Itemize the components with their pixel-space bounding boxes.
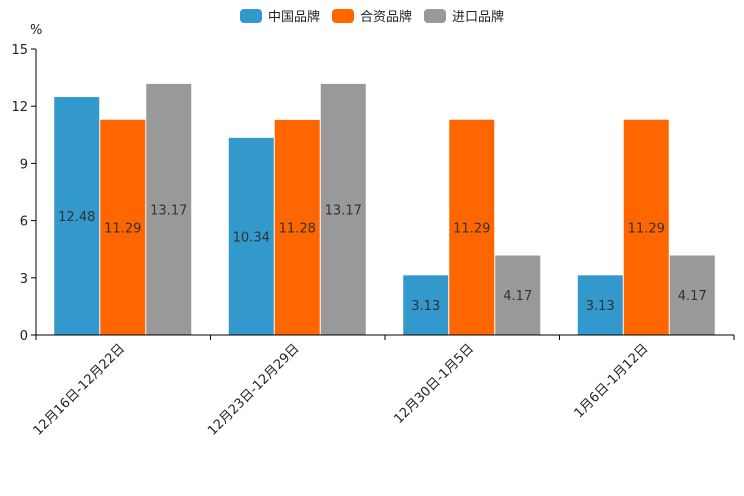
- bar-value-label: 11.29: [628, 221, 665, 236]
- y-tick-label: 12: [11, 100, 28, 115]
- legend-swatch: [332, 9, 354, 23]
- bar: [449, 119, 495, 335]
- bar: [403, 275, 449, 335]
- x-tick-label: 12月16日-12月22日: [31, 341, 128, 438]
- bar: [100, 119, 146, 335]
- y-axis-unit-label: %: [30, 23, 42, 38]
- x-tick-label: 12月23日-12月29日: [205, 341, 302, 438]
- bar-value-label: 13.17: [150, 203, 187, 218]
- bar: [669, 255, 715, 335]
- bar-value-label: 3.13: [411, 299, 440, 314]
- bar-value-label: 11.29: [104, 221, 141, 236]
- x-axis: 12月16日-12月22日 12月23日-12月29日 12月30日-1月5日 1月6…: [31, 334, 735, 439]
- bar-value-label: 13.17: [325, 203, 362, 218]
- legend-label: 合资品牌: [360, 9, 412, 25]
- legend-label: 中国品牌: [268, 9, 320, 25]
- bar-value-label: 12.48: [58, 210, 95, 225]
- bar: [320, 83, 366, 335]
- y-tick-label: 0: [20, 329, 28, 344]
- y-tick-label: 15: [11, 43, 28, 58]
- y-axis: 0 3 6 9 12 15: [11, 43, 37, 344]
- x-tick-label: 1月6日-1月12日: [572, 341, 652, 421]
- bar: [495, 255, 541, 335]
- bar: [54, 97, 100, 335]
- bar: [146, 83, 192, 335]
- bar-value-label: 10.34: [233, 230, 270, 245]
- legend-swatch: [424, 9, 446, 23]
- bars: 12.48 11.29 13.17 10.34 11.28 13.17 3.13 11.29 4…: [54, 83, 715, 335]
- y-tick-label: 3: [20, 272, 28, 287]
- legend: 中国品牌 合资品牌 进口品牌: [240, 9, 504, 25]
- bar-value-label: 4.17: [503, 289, 532, 304]
- bar: [228, 137, 274, 335]
- bar: [577, 275, 623, 335]
- bar: [623, 119, 669, 335]
- y-tick-label: 6: [20, 215, 28, 230]
- bar-value-label: 4.17: [678, 289, 707, 304]
- y-tick-label: 9: [20, 157, 28, 172]
- bar-value-label: 11.28: [279, 221, 316, 236]
- bar-value-label: 3.13: [586, 299, 615, 314]
- bar-value-label: 11.29: [453, 221, 490, 236]
- legend-swatch: [240, 9, 262, 23]
- x-tick-label: 12月30日-1月5日: [391, 341, 477, 427]
- bar: [274, 119, 320, 335]
- legend-label: 进口品牌: [452, 9, 504, 25]
